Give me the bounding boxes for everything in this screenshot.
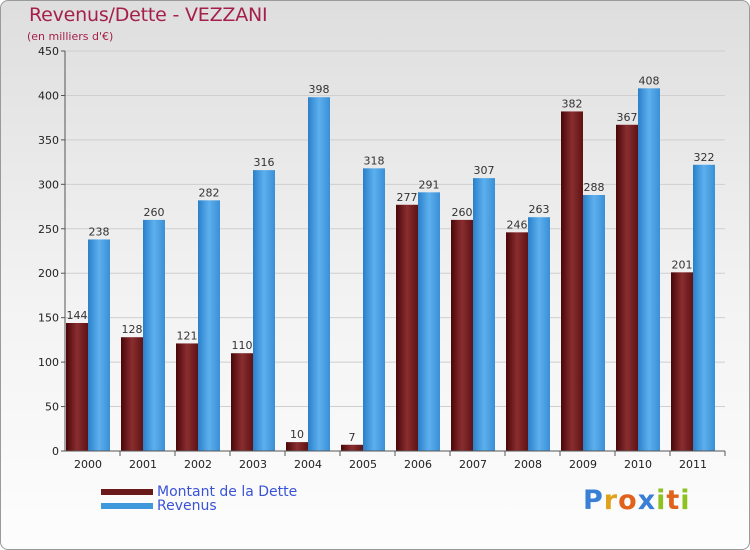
data-label-dette-2001: 128	[122, 323, 143, 336]
bar-revenus-2007	[473, 178, 495, 451]
data-label-dette-2008: 246	[507, 218, 528, 231]
bar-dette-2008	[506, 232, 528, 451]
data-label-dette-2007: 260	[452, 206, 473, 219]
legend-label-revenus: Revenus	[157, 498, 217, 514]
bar-dette-2000	[66, 323, 88, 451]
x-tick-label: 2007	[459, 458, 487, 471]
data-label-revenus-2008: 263	[529, 203, 550, 216]
data-label-dette-2006: 277	[397, 191, 418, 204]
legend-swatch-revenus	[101, 503, 153, 509]
bar-revenus-2009	[583, 195, 605, 451]
bar-revenus-2008	[528, 217, 550, 451]
logo-letter: x	[637, 485, 657, 516]
y-tick-label: 350	[38, 134, 59, 147]
data-label-revenus-2004: 398	[309, 83, 330, 96]
bar-revenus-2004	[308, 97, 330, 451]
x-axis-ticks: 2000 2001 2002 2003 2004 2005 2006 2007 2008 2009…	[74, 451, 726, 471]
y-tick-label: 200	[38, 267, 59, 280]
data-label-revenus-2005: 318	[364, 154, 385, 167]
bar-dette-2004	[286, 442, 308, 451]
chart-title: Revenus/Dette - VEZZANI	[29, 4, 268, 26]
data-label-revenus-2000: 238	[89, 225, 110, 238]
bar-dette-2001	[121, 337, 143, 451]
bar-dette-2003	[231, 353, 253, 451]
x-tick-label: 2002	[184, 458, 212, 471]
data-label-dette-2002: 121	[177, 329, 198, 342]
y-tick-label: 50	[45, 401, 59, 414]
data-label-dette-2010: 367	[617, 111, 638, 124]
logo-letter: i	[680, 485, 691, 516]
x-tick-label: 2009	[569, 458, 597, 471]
bar-dette-2007	[451, 219, 473, 451]
data-label-dette-2009: 382	[562, 97, 583, 110]
y-tick-label: 0	[52, 445, 59, 458]
x-tick-label: 2005	[349, 458, 377, 471]
bar-dette-2009	[561, 111, 583, 451]
bar-dette-2005	[341, 444, 363, 451]
x-tick-label: 2001	[129, 458, 157, 471]
bar-dette-2006	[396, 204, 418, 451]
chart-subtitle: (en milliers d'€)	[27, 30, 114, 43]
bar-revenus-2003	[253, 170, 275, 451]
x-tick-label: 2008	[514, 458, 542, 471]
bar-revenus-2006	[418, 192, 440, 452]
y-axis-ticks: 0 50 100 150 200 250 300 350 400 450	[38, 45, 65, 458]
x-tick-label: 2004	[294, 458, 322, 471]
x-tick-label: 2000	[74, 458, 102, 471]
bar-revenus-2000	[88, 239, 110, 451]
x-tick-label: 2006	[404, 458, 432, 471]
logo-letter: P	[583, 485, 604, 516]
data-label-dette-2000: 144	[67, 309, 88, 322]
y-tick-label: 400	[38, 89, 59, 102]
legend-swatch-dette	[101, 489, 153, 495]
bar-revenus-2001	[143, 219, 165, 451]
bar-revenus-2010	[638, 88, 660, 451]
data-label-dette-2005: 7	[349, 431, 356, 444]
y-tick-label: 250	[38, 223, 59, 236]
x-tick-label: 2010	[624, 458, 652, 471]
data-label-dette-2011: 201	[672, 258, 693, 271]
legend-label-dette: Montant de la Dette	[157, 484, 298, 500]
y-tick-label: 450	[38, 45, 59, 58]
bar-dette-2011	[671, 272, 693, 451]
bar-revenus-2011	[693, 164, 715, 451]
x-tick-label: 2003	[239, 458, 267, 471]
x-tick-label: 2011	[679, 458, 707, 471]
data-label-revenus-2003: 316	[254, 156, 275, 169]
y-tick-label: 150	[38, 312, 59, 325]
data-label-revenus-2011: 322	[694, 151, 715, 164]
data-label-revenus-2010: 408	[639, 74, 660, 87]
data-label-dette-2003: 110	[232, 339, 253, 352]
logo-letter: t	[666, 485, 681, 516]
bar-dette-2002	[176, 343, 198, 451]
logo-letter: o	[618, 485, 638, 516]
bar-revenus-2005	[363, 168, 385, 452]
y-tick-label: 300	[38, 178, 59, 191]
bar-revenus-2002	[198, 200, 220, 451]
logo-letter: r	[603, 485, 619, 516]
data-label-revenus-2001: 260	[144, 206, 165, 219]
data-label-revenus-2007: 307	[474, 164, 495, 177]
data-label-revenus-2006: 291	[419, 178, 440, 191]
data-label-revenus-2002: 282	[199, 186, 220, 199]
bar-dette-2010	[616, 124, 638, 452]
logo-letter: i	[656, 485, 667, 516]
bars	[66, 88, 715, 452]
grid-lines	[65, 50, 725, 408]
data-label-revenus-2009: 288	[584, 181, 605, 194]
y-tick-label: 100	[38, 356, 59, 369]
data-label-dette-2004: 10	[290, 428, 304, 441]
proxiti-logo: Proxiti	[583, 485, 691, 516]
